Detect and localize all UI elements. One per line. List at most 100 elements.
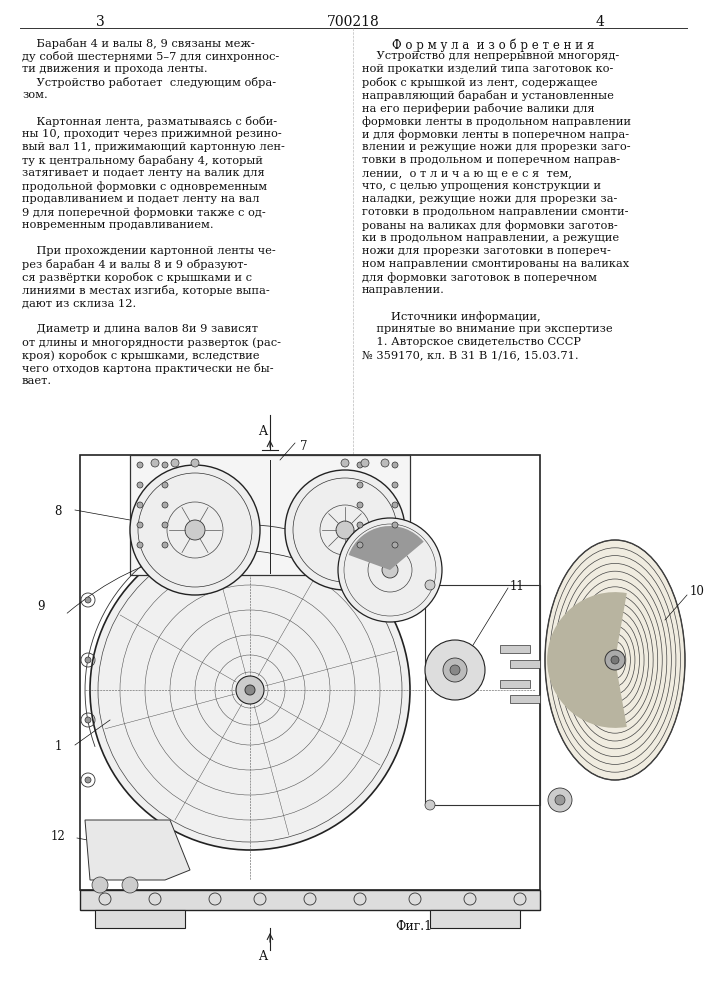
Text: Диаметр и длина валов 8и 9 зависят: Диаметр и длина валов 8и 9 зависят [22,324,258,334]
Circle shape [357,542,363,548]
Circle shape [162,542,168,548]
Text: затягивает и подает ленту на валик для: затягивает и подает ленту на валик для [22,168,264,178]
Text: формовки ленты в продольном направлении: формовки ленты в продольном направлении [362,116,631,127]
Text: № 359170, кл. В 31 В 1/16, 15.03.71.: № 359170, кл. В 31 В 1/16, 15.03.71. [362,350,578,360]
Circle shape [381,459,389,467]
Bar [430,910,520,928]
Text: Ф о р м у л а  и з о б р е т е н и я: Ф о р м у л а и з о б р е т е н и я [392,38,595,51]
Text: ту к центральному барабану 4, который: ту к центральному барабану 4, который [22,155,263,166]
Circle shape [357,482,363,488]
Circle shape [425,640,485,700]
Text: 4: 4 [595,15,604,29]
Wedge shape [547,592,627,728]
Bar [80,455,540,890]
Text: на его периферии рабочие валики для: на его периферии рабочие валики для [362,103,595,114]
Text: ножи для прорезки заготовки в попереч-: ножи для прорезки заготовки в попереч- [362,246,611,256]
Text: для формовки заготовок в поперечном: для формовки заготовок в поперечном [362,272,597,283]
Text: A: A [258,425,267,438]
Circle shape [236,676,264,704]
Circle shape [392,542,398,548]
Circle shape [137,502,143,508]
Ellipse shape [545,540,685,780]
Circle shape [137,482,143,488]
Text: 1: 1 [54,740,62,753]
Text: что, с целью упрощения конструкции и: что, с целью упрощения конструкции и [362,181,601,191]
Bar [500,645,530,653]
Text: ной прокатки изделий типа заготовок ко-: ной прокатки изделий типа заготовок ко- [362,64,614,74]
Circle shape [357,522,363,528]
Text: ся развёртки коробок с крышками и с: ся развёртки коробок с крышками и с [22,272,252,283]
Text: Картонная лента, разматываясь с боби-: Картонная лента, разматываясь с боби- [22,116,277,127]
Text: 8: 8 [54,505,62,518]
Text: дают из склиза 12.: дают из склиза 12. [22,298,136,308]
Text: линиями в местах изгиба, которые выпа-: линиями в местах изгиба, которые выпа- [22,285,270,296]
Circle shape [425,800,435,810]
Text: Устройство для непрерывной многоряд-: Устройство для непрерывной многоряд- [362,51,619,61]
Polygon shape [85,820,190,880]
Text: A: A [258,950,267,963]
Circle shape [341,459,349,467]
Text: новременным продавливанием.: новременным продавливанием. [22,220,214,230]
Circle shape [171,459,179,467]
Text: влении и режущие ножи для прорезки заго-: влении и режущие ножи для прорезки заго- [362,142,631,152]
Circle shape [392,502,398,508]
Text: При прохождении картонной ленты че-: При прохождении картонной ленты че- [22,246,276,256]
Text: рез барабан 4 и валы 8 и 9 образуют-: рез барабан 4 и валы 8 и 9 образуют- [22,259,247,270]
Text: 3: 3 [95,15,105,29]
Bar [95,910,185,928]
Text: 12: 12 [50,830,65,843]
Text: Барабан 4 и валы 8, 9 связаны меж-: Барабан 4 и валы 8, 9 связаны меж- [22,38,255,49]
Circle shape [137,462,143,468]
Circle shape [357,462,363,468]
Text: продавливанием и подает ленту на вал: продавливанием и подает ленту на вал [22,194,259,204]
Text: ду собой шестернями 5–7 для синхроннос-: ду собой шестернями 5–7 для синхроннос- [22,51,279,62]
Circle shape [185,520,205,540]
Circle shape [361,459,369,467]
Text: 11: 11 [510,580,525,593]
Circle shape [392,462,398,468]
Text: и для формовки ленты в поперечном напра-: и для формовки ленты в поперечном напра- [362,129,629,140]
Circle shape [162,462,168,468]
Circle shape [548,788,572,812]
Circle shape [191,459,199,467]
Circle shape [443,658,467,682]
Text: принятые во внимание при экспертизе: принятые во внимание при экспертизе [362,324,613,334]
Text: от длины и многорядности разверток (рас-: от длины и многорядности разверток (рас- [22,337,281,348]
Circle shape [357,502,363,508]
Circle shape [137,542,143,548]
Text: зом.: зом. [22,90,48,100]
Text: 9: 9 [37,600,45,613]
Text: рованы на валиках для формовки заготов-: рованы на валиках для формовки заготов- [362,220,618,231]
Circle shape [90,530,410,850]
Circle shape [122,877,138,893]
Circle shape [382,562,398,578]
Circle shape [162,502,168,508]
Circle shape [245,685,255,695]
Circle shape [336,521,354,539]
Text: Источники информации,: Источники информации, [362,311,541,322]
Text: Устройство работает  следующим обра-: Устройство работает следующим обра- [22,77,276,88]
Circle shape [392,522,398,528]
Circle shape [425,580,435,590]
Text: ном направлении смонтированы на валиках: ном направлении смонтированы на валиках [362,259,629,269]
Circle shape [162,522,168,528]
Bar [510,695,540,703]
Text: направлении.: направлении. [362,285,445,295]
Text: ны 10, проходит через прижимной резино-: ны 10, проходит через прижимной резино- [22,129,282,139]
Circle shape [162,482,168,488]
Text: лении,  о т л и ч а ю щ е е с я  тем,: лении, о т л и ч а ю щ е е с я тем, [362,168,572,178]
Text: вает.: вает. [22,376,52,386]
Text: продольной формовки с одновременным: продольной формовки с одновременным [22,181,267,192]
Circle shape [611,656,619,664]
Text: 700218: 700218 [327,15,380,29]
Circle shape [285,470,405,590]
Bar [80,890,540,910]
Circle shape [450,665,460,675]
Text: робок с крышкой из лент, содержащее: робок с крышкой из лент, содержащее [362,77,597,88]
Text: 7: 7 [300,440,308,453]
Circle shape [85,657,91,663]
Text: ти движения и прохода ленты.: ти движения и прохода ленты. [22,64,208,74]
Text: ки в продольном направлении, а режущие: ки в продольном направлении, а режущие [362,233,619,243]
Text: направляющий барабан и установленные: направляющий барабан и установленные [362,90,614,101]
Wedge shape [349,526,423,570]
